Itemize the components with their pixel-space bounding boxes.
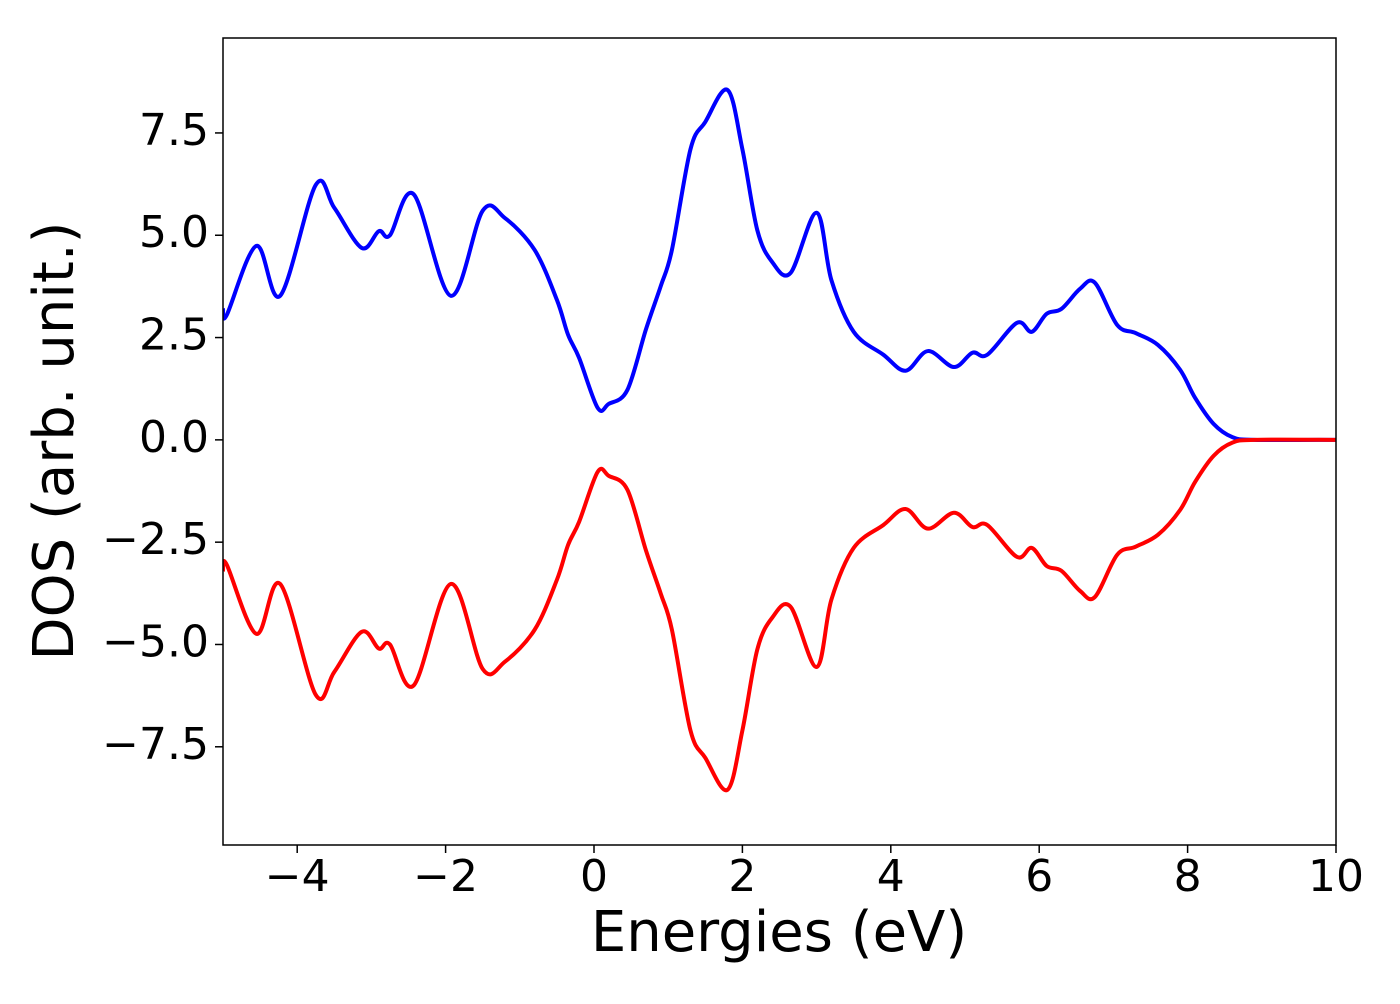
series-line <box>223 87 1336 443</box>
x-tick-label: 4 <box>877 851 905 902</box>
y-tick-label: −5.0 <box>102 616 209 667</box>
y-axis-label: DOS (arb. unit.) <box>22 221 87 660</box>
x-axis-label: Energies (eV) <box>591 900 967 965</box>
y-tick-label: 0.0 <box>139 412 209 463</box>
x-tick-label: 8 <box>1174 851 1202 902</box>
x-tick-label: 2 <box>728 851 756 902</box>
x-tick-label: 0 <box>580 851 608 902</box>
y-tick-label: 5.0 <box>139 207 209 258</box>
plot-frame <box>222 37 1337 846</box>
x-tick-label: −2 <box>413 851 478 902</box>
x-tick-label: −4 <box>265 851 330 902</box>
y-tick-label: −2.5 <box>102 514 209 565</box>
y-tick-label: −7.5 <box>102 719 209 770</box>
y-tick-label: 2.5 <box>139 310 209 361</box>
y-tick-label: 7.5 <box>139 105 209 156</box>
x-tick-label: 6 <box>1025 851 1053 902</box>
series-line <box>223 437 1336 793</box>
x-tick-label: 10 <box>1308 851 1364 902</box>
